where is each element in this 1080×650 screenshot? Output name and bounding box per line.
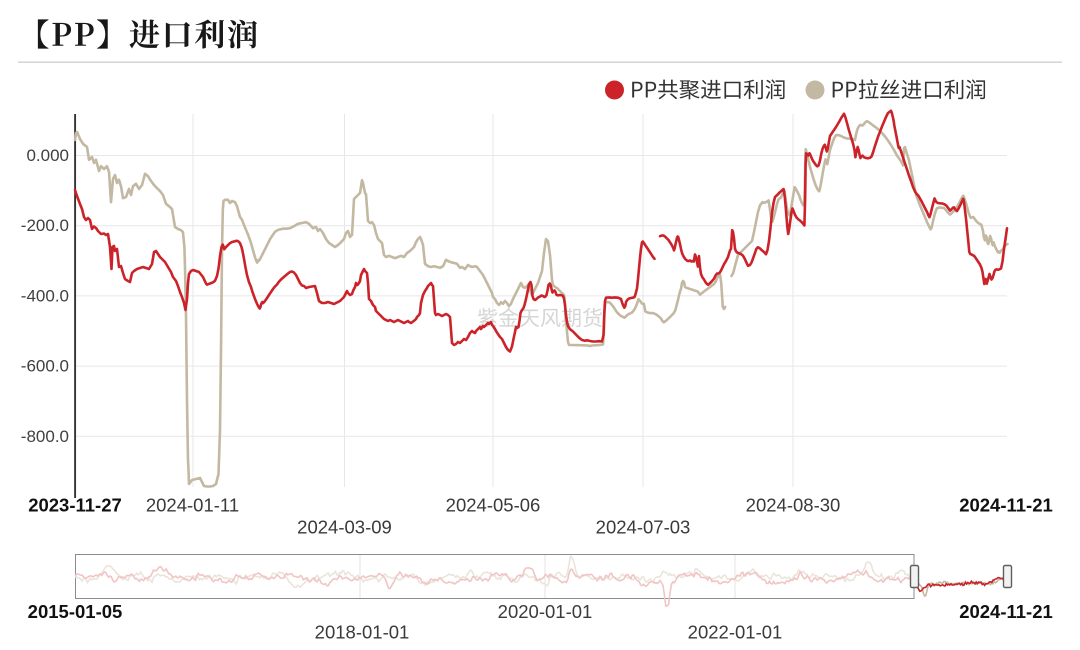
svg-text:-200.0: -200.0 bbox=[21, 216, 69, 235]
svg-text:2015-01-05: 2015-01-05 bbox=[28, 601, 123, 622]
svg-text:2024-03-09: 2024-03-09 bbox=[297, 517, 392, 538]
svg-text:0.000: 0.000 bbox=[26, 146, 69, 165]
svg-text:2024-01-11: 2024-01-11 bbox=[146, 495, 239, 516]
svg-text:2018-01-01: 2018-01-01 bbox=[315, 622, 410, 643]
svg-text:2024-11-21: 2024-11-21 bbox=[959, 495, 1053, 516]
svg-text:2020-01-01: 2020-01-01 bbox=[498, 601, 593, 622]
svg-text:2023-11-27: 2023-11-27 bbox=[28, 495, 122, 516]
svg-text:2024-07-03: 2024-07-03 bbox=[596, 517, 691, 538]
svg-text:-600.0: -600.0 bbox=[21, 357, 69, 376]
svg-text:2024-05-06: 2024-05-06 bbox=[446, 495, 541, 516]
svg-text:2022-01-01: 2022-01-01 bbox=[688, 622, 783, 643]
svg-text:2024-11-21: 2024-11-21 bbox=[959, 601, 1053, 622]
svg-text:2024-08-30: 2024-08-30 bbox=[746, 495, 841, 516]
svg-text:-800.0: -800.0 bbox=[21, 427, 69, 446]
svg-text:-400.0: -400.0 bbox=[21, 286, 69, 305]
